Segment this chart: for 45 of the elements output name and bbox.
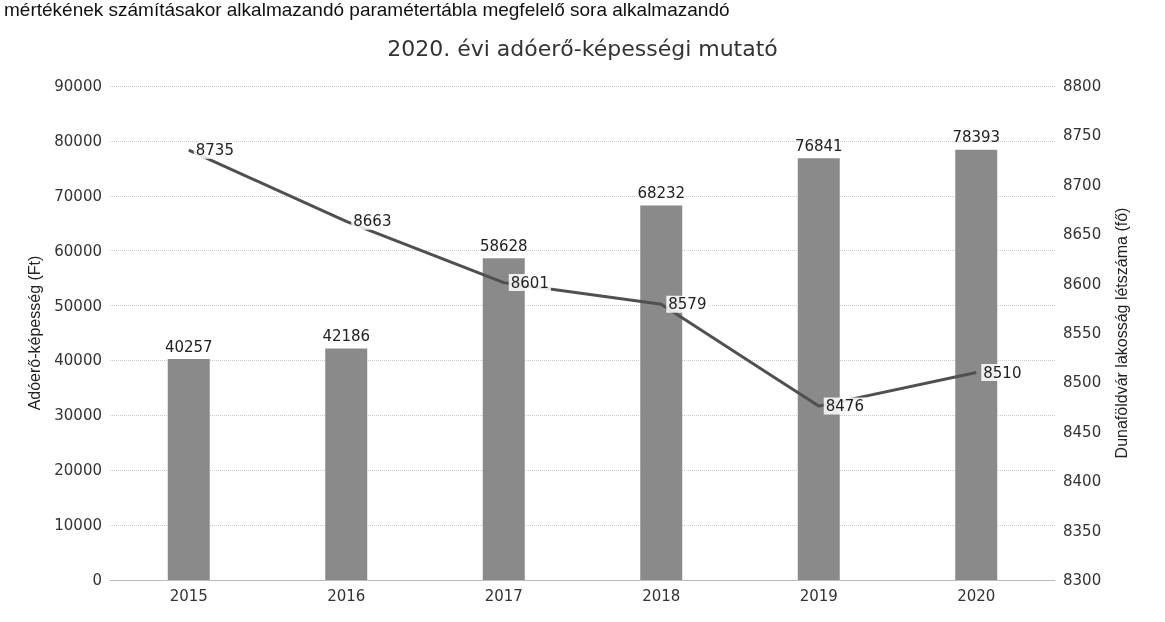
- y2-tick-label: 8750: [1063, 126, 1102, 145]
- y2-tick-label: 8400: [1063, 472, 1102, 491]
- data-label: 8735: [195, 141, 234, 160]
- y-tick-label: 10000: [54, 516, 102, 535]
- y2-tick-label: 8300: [1063, 571, 1102, 589]
- chart-title: 2020. évi adóerő-képességi mutató: [387, 35, 778, 61]
- y2-tick-label: 8550: [1063, 324, 1102, 342]
- x-tick-label: 2015: [169, 586, 208, 605]
- y2-tick-label: 8350: [1063, 521, 1102, 540]
- x-tick-label: 2020: [957, 586, 996, 605]
- data-label: 76841: [794, 136, 843, 155]
- x-tick-label: 2019: [799, 586, 838, 605]
- y-tick-label: 60000: [54, 241, 102, 260]
- y-axis-title: Adóerő-képesség (Ft): [25, 255, 43, 411]
- text: mértékének számításakor alkalmazandó paramétertábla megfelelő sora alkalmazandó: [3, 0, 731, 22]
- y2-tick-label: 8650: [1063, 225, 1102, 244]
- bar: [325, 348, 368, 580]
- y-tick-label: 90000: [54, 77, 102, 95]
- y-tick-label: 40000: [54, 351, 102, 370]
- y2-tick-label: 8450: [1063, 422, 1102, 441]
- y2-axis-title: Dunaföldvár lakosság létszáma (fő): [1112, 207, 1130, 459]
- data-label: 78393: [952, 128, 1001, 147]
- data-label: 58628: [479, 236, 528, 255]
- data-label: 8663: [353, 212, 392, 231]
- y-tick-label: 80000: [54, 131, 102, 150]
- y2-tick-label: 8700: [1063, 175, 1102, 194]
- y-tick-label: 50000: [54, 296, 102, 315]
- data-label: 8579: [668, 295, 707, 314]
- data-label: 8476: [825, 397, 864, 416]
- data-label: 40257: [164, 337, 213, 356]
- x-tick-label: 2018: [642, 586, 681, 605]
- data-label: 8510: [983, 363, 1022, 382]
- x-tick-label: 2017: [484, 586, 523, 605]
- bar: [167, 359, 210, 580]
- y2-tick-label: 8600: [1063, 274, 1102, 293]
- y-tick-label: 20000: [54, 461, 102, 480]
- data-label: 8601: [510, 273, 549, 292]
- y-tick-label: 70000: [54, 186, 102, 205]
- y2-tick-label: 8800: [1063, 77, 1102, 95]
- y-tick-label: 30000: [54, 406, 102, 425]
- data-label: 42186: [322, 326, 371, 345]
- y2-tick-label: 8500: [1063, 373, 1102, 392]
- x-tick-label: 2016: [327, 586, 366, 605]
- y-tick-label: 0: [92, 571, 102, 589]
- data-label: 68232: [637, 183, 686, 202]
